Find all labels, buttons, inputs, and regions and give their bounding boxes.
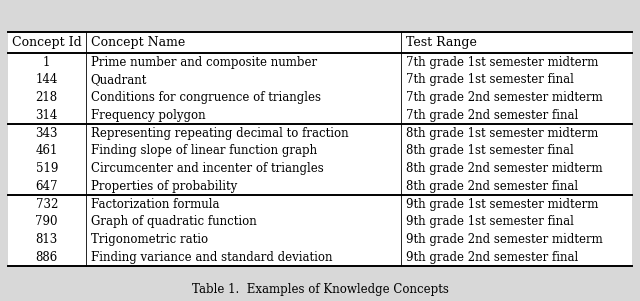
- Text: 8th grade 1st semester final: 8th grade 1st semester final: [406, 144, 574, 157]
- Text: Finding slope of linear function graph: Finding slope of linear function graph: [91, 144, 317, 157]
- Text: 8th grade 2nd semester midterm: 8th grade 2nd semester midterm: [406, 162, 603, 175]
- Text: 9th grade 1st semester final: 9th grade 1st semester final: [406, 216, 574, 228]
- Text: Conditions for congruence of triangles: Conditions for congruence of triangles: [91, 91, 321, 104]
- Text: Table 1.  Examples of Knowledge Concepts: Table 1. Examples of Knowledge Concepts: [191, 283, 449, 296]
- Text: Quadrant: Quadrant: [91, 73, 147, 86]
- Text: Prime number and composite number: Prime number and composite number: [91, 56, 317, 69]
- Text: Representing repeating decimal to fraction: Representing repeating decimal to fracti…: [91, 127, 348, 140]
- Text: 732: 732: [36, 198, 58, 211]
- Text: 1: 1: [43, 56, 51, 69]
- Text: 461: 461: [36, 144, 58, 157]
- Text: 886: 886: [36, 251, 58, 264]
- Text: 9th grade 1st semester midterm: 9th grade 1st semester midterm: [406, 198, 598, 211]
- Text: 813: 813: [36, 233, 58, 246]
- Text: Circumcenter and incenter of triangles: Circumcenter and incenter of triangles: [91, 162, 323, 175]
- Text: 9th grade 2nd semester midterm: 9th grade 2nd semester midterm: [406, 233, 603, 246]
- FancyBboxPatch shape: [8, 32, 632, 266]
- Text: 9th grade 2nd semester final: 9th grade 2nd semester final: [406, 251, 579, 264]
- Text: 343: 343: [35, 127, 58, 140]
- Text: Properties of probability: Properties of probability: [91, 180, 237, 193]
- Text: 7th grade 2nd semester final: 7th grade 2nd semester final: [406, 109, 579, 122]
- Text: Factorization formula: Factorization formula: [91, 198, 220, 211]
- Text: Frequency polygon: Frequency polygon: [91, 109, 205, 122]
- Text: 8th grade 1st semester midterm: 8th grade 1st semester midterm: [406, 127, 598, 140]
- Text: Trigonometric ratio: Trigonometric ratio: [91, 233, 208, 246]
- Text: 7th grade 2nd semester midterm: 7th grade 2nd semester midterm: [406, 91, 603, 104]
- Text: 144: 144: [36, 73, 58, 86]
- Text: 314: 314: [36, 109, 58, 122]
- Text: 7th grade 1st semester midterm: 7th grade 1st semester midterm: [406, 56, 598, 69]
- Text: Graph of quadratic function: Graph of quadratic function: [91, 216, 257, 228]
- Text: 218: 218: [36, 91, 58, 104]
- Text: Finding variance and standard deviation: Finding variance and standard deviation: [91, 251, 332, 264]
- Text: 7th grade 1st semester final: 7th grade 1st semester final: [406, 73, 574, 86]
- Text: 8th grade 2nd semester final: 8th grade 2nd semester final: [406, 180, 579, 193]
- Text: 519: 519: [36, 162, 58, 175]
- Text: 790: 790: [35, 216, 58, 228]
- Text: Test Range: Test Range: [406, 36, 477, 49]
- Text: Concept Id: Concept Id: [12, 36, 81, 49]
- Text: Concept Name: Concept Name: [91, 36, 185, 49]
- Text: 647: 647: [35, 180, 58, 193]
